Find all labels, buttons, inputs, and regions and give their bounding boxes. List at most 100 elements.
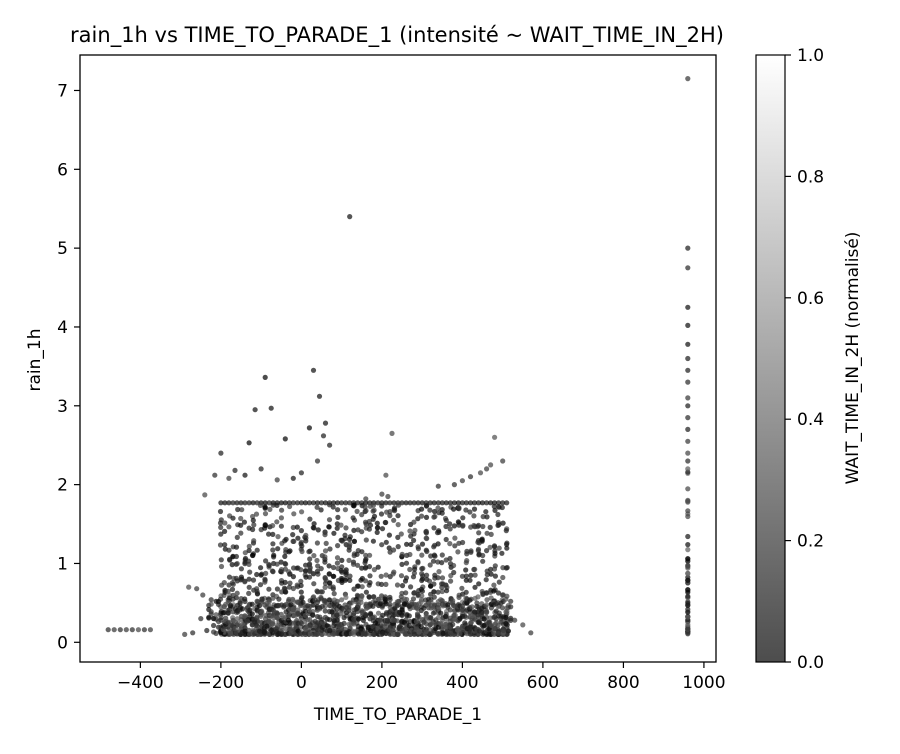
scatter-point (448, 578, 454, 584)
scatter-point (459, 607, 465, 613)
scatter-point (383, 581, 389, 588)
scatter-point (262, 374, 268, 380)
scatter-point (262, 522, 268, 529)
scatter-point (254, 586, 260, 592)
scatter-point (399, 551, 405, 558)
scatter-point (508, 604, 514, 610)
scatter-point (419, 513, 425, 519)
scatter-point (435, 559, 441, 565)
scatter-point (423, 613, 429, 619)
scatter-point (386, 532, 392, 538)
scatter-point (322, 584, 328, 591)
scatter-point (685, 304, 691, 310)
scatter-point (351, 621, 357, 627)
scatter-point (366, 518, 372, 525)
scatter-point (343, 500, 349, 506)
scatter-point (685, 450, 691, 456)
scatter-point (286, 549, 292, 555)
scatter-point (390, 571, 396, 577)
scatter-point (354, 551, 360, 558)
scatter-point (256, 603, 263, 609)
scatter-point (314, 557, 320, 564)
scatter-point (271, 609, 277, 615)
scatter-point (492, 434, 498, 440)
scatter-point (250, 526, 256, 533)
scatter-point (241, 519, 247, 525)
scatter-point (407, 500, 413, 506)
scatter-point (475, 500, 482, 506)
scatter-point (278, 631, 284, 637)
scatter-point (346, 605, 352, 611)
scatter-point (685, 577, 691, 583)
scatter-point (318, 507, 324, 513)
x-tick-label: 600 (527, 673, 559, 693)
scatter-point (343, 594, 349, 601)
scatter-point (202, 492, 208, 498)
scatter-point (363, 552, 369, 558)
scatter-point (503, 528, 509, 534)
y-tick-label: 2 (57, 476, 68, 496)
scatter-point (273, 626, 279, 632)
scatter-point (455, 549, 461, 555)
scatter-point (362, 558, 368, 564)
scatter-point (443, 500, 449, 506)
scatter-point (685, 564, 691, 570)
scatter-point (366, 526, 372, 532)
scatter-point (399, 583, 406, 589)
scatter-point (346, 557, 352, 564)
scatter-point (451, 562, 457, 569)
scatter-point (685, 593, 691, 599)
scatter-point (452, 543, 458, 549)
scatter-point (237, 600, 243, 606)
scatter-point (399, 561, 405, 568)
scatter-point (462, 613, 468, 619)
scatter-point (322, 580, 329, 586)
scatter-point (318, 594, 324, 601)
scatter-point (397, 624, 403, 630)
scatter-point (135, 627, 141, 633)
scatter-point (271, 615, 277, 621)
scatter-point (419, 500, 425, 506)
scatter-point (363, 496, 369, 502)
scatter-point (270, 523, 276, 529)
scatter-point (435, 575, 441, 581)
scatter-point (232, 467, 238, 473)
scatter-point (287, 580, 293, 586)
scatter-point (359, 565, 365, 571)
axes-layer: −400 −200 0 200 400 600 800 1000 0 1 2 3 4 5 6 7 (57, 54, 726, 693)
scatter-point (346, 547, 352, 553)
scatter-point (252, 619, 258, 625)
scatter-point (217, 542, 224, 548)
scatter-point (443, 523, 449, 530)
scatter-point (479, 536, 485, 542)
scatter-point (395, 502, 402, 508)
scatter-point (363, 589, 369, 595)
scatter-point (322, 420, 329, 426)
scatter-point (242, 628, 248, 634)
scatter-point (339, 625, 345, 631)
scatter-point (283, 609, 289, 615)
scatter-point (488, 500, 494, 506)
scatter-point (499, 504, 505, 511)
scatter-point (399, 628, 405, 634)
scatter-point (263, 558, 269, 564)
scatter-point (399, 607, 405, 613)
scatter-point (447, 541, 453, 547)
scatter-point (311, 553, 317, 559)
scatter-point (270, 547, 276, 553)
scatter-point (372, 620, 379, 626)
scatter-point (442, 613, 449, 620)
scatter-point (234, 534, 240, 541)
scatter-point (342, 507, 348, 513)
scatter-point (299, 509, 305, 515)
scatter-point (496, 579, 502, 585)
scatter-point (323, 540, 329, 547)
scatter-point (266, 531, 272, 537)
scatter-point (431, 525, 437, 531)
scatter-point (312, 631, 318, 637)
scatter-point (512, 617, 518, 623)
scatter-point (685, 438, 691, 444)
scatter-point (484, 590, 490, 596)
scatter-point (251, 522, 257, 528)
scatter-point (246, 590, 252, 597)
